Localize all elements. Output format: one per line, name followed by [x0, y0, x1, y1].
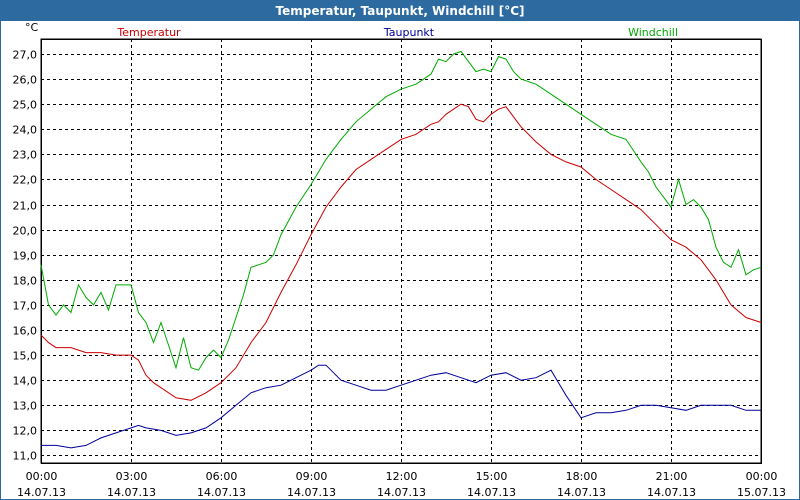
y-tick-label: 24,0: [13, 124, 38, 137]
plot-border: [41, 39, 762, 464]
y-tick-label: 13,0: [13, 400, 38, 413]
x-tick-date: 14.07.13: [647, 486, 696, 499]
x-tick-date: 14.07.13: [197, 486, 246, 499]
x-tick-time: 00:00: [746, 470, 778, 483]
x-tick-time: 09:00: [296, 470, 328, 483]
y-tick-label: 25,0: [13, 99, 38, 112]
y-tick-label: 14,0: [13, 375, 38, 388]
series-line-windchill: [40, 50, 762, 371]
y-tick-label: 26,0: [13, 74, 38, 87]
x-tick-date: 14.07.13: [467, 486, 516, 499]
x-tick-date: 14.07.13: [287, 486, 336, 499]
y-axis-unit: °C: [25, 21, 39, 34]
x-tick-time: 00:00: [26, 470, 58, 483]
x-tick-time: 12:00: [386, 470, 418, 483]
x-tick-time: 15:00: [476, 470, 508, 483]
chart-title: Temperatur, Taupunkt, Windchill [°C]: [1, 1, 799, 21]
series-line-temperatur: [40, 103, 762, 401]
x-tick-date: 14.07.13: [377, 486, 426, 499]
y-tick-label: 19,0: [13, 250, 38, 263]
x-tick-time: 06:00: [206, 470, 238, 483]
x-tick-date: 14.07.13: [557, 486, 606, 499]
legend-temperatur: Temperatur: [116, 26, 181, 39]
y-tick-label: 22,0: [13, 174, 38, 187]
series-line-taupunkt: [41, 364, 761, 449]
y-tick-label: 27,0: [13, 49, 38, 62]
y-tick-label: 11,0: [13, 450, 38, 463]
x-tick-date: 15.07.13: [737, 486, 786, 499]
x-tick-date: 14.07.13: [107, 486, 156, 499]
x-tick-time: 21:00: [656, 470, 688, 483]
legend-windchill: Windchill: [628, 26, 678, 39]
x-tick-time: 18:00: [566, 470, 598, 483]
y-tick-label: 21,0: [13, 200, 38, 213]
y-tick-label: 20,0: [13, 225, 38, 238]
line-chart: 11,0 12,0 13,0 14,0 15,0 16,0 17,0 18,0 19,0 20,0…: [13, 21, 786, 499]
y-tick-label: 16,0: [13, 325, 38, 338]
y-tick-label: 23,0: [13, 149, 38, 162]
x-tick-time: 03:00: [116, 470, 148, 483]
y-tick-label: 15,0: [13, 350, 38, 363]
y-tick-label: 18,0: [13, 275, 38, 288]
x-tick-date: 14.07.13: [17, 486, 66, 499]
legend-taupunkt: Taupunkt: [383, 26, 435, 39]
y-tick-label: 12,0: [13, 425, 38, 438]
y-tick-label: 17,0: [13, 300, 38, 313]
